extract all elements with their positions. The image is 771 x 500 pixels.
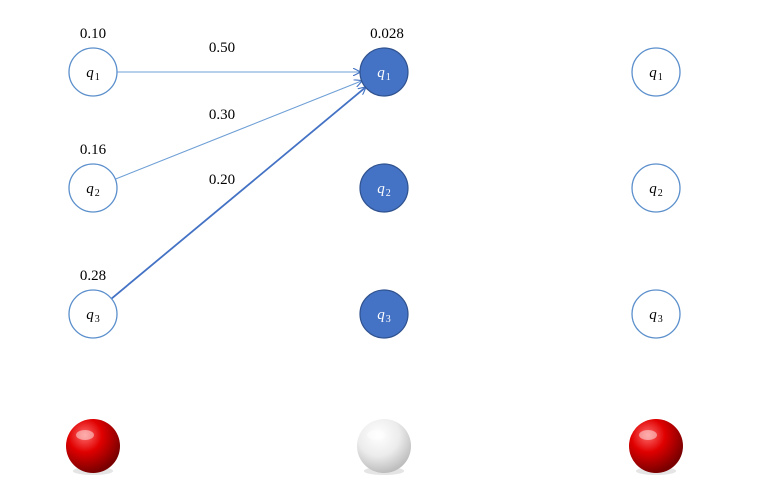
state-subscript: 3 xyxy=(386,314,391,325)
red-ball-observation xyxy=(629,419,683,473)
state-label: q3 xyxy=(86,307,100,325)
state-probability-value: 0.16 xyxy=(80,142,107,158)
state-letter: q xyxy=(86,307,94,323)
state-letter: q xyxy=(86,181,94,197)
state-node xyxy=(359,289,409,339)
state-subscript: 1 xyxy=(95,72,100,83)
state-subscript: 3 xyxy=(95,314,100,325)
state-probability-value: 0.028 xyxy=(370,26,404,42)
state-label: q3 xyxy=(649,307,663,325)
state-node xyxy=(631,47,681,97)
red-ball-observation xyxy=(66,419,120,473)
state-letter: q xyxy=(86,65,94,81)
transition-arrow xyxy=(110,87,365,300)
state-node xyxy=(68,289,118,339)
ball-highlight xyxy=(76,430,94,440)
state-label: q1 xyxy=(86,65,100,83)
state-node xyxy=(359,47,409,97)
state-node xyxy=(68,163,118,213)
state-probability-value: 0.28 xyxy=(80,268,106,284)
transition-probability-label: 0.50 xyxy=(209,40,235,56)
state-letter: q xyxy=(649,181,657,197)
state-subscript: 2 xyxy=(658,188,663,199)
state-label: q2 xyxy=(377,181,391,199)
state-node xyxy=(68,47,118,97)
state-letter: q xyxy=(649,307,657,323)
state-letter: q xyxy=(649,65,657,81)
state-letter: q xyxy=(377,181,385,197)
state-label: q1 xyxy=(377,65,391,83)
state-subscript: 3 xyxy=(658,314,663,325)
transition-arrow xyxy=(115,81,361,180)
state-letter: q xyxy=(377,307,385,323)
transition-probability-label: 0.20 xyxy=(209,172,235,188)
state-label: q3 xyxy=(377,307,391,325)
state-node xyxy=(631,163,681,213)
ball-highlight xyxy=(367,430,385,440)
white-ball-observation xyxy=(357,419,411,473)
state-subscript: 1 xyxy=(386,72,391,83)
state-subscript: 1 xyxy=(658,72,663,83)
state-label: q2 xyxy=(649,181,663,199)
state-subscript: 2 xyxy=(386,188,391,199)
state-label: q2 xyxy=(86,181,100,199)
state-letter: q xyxy=(377,65,385,81)
state-node xyxy=(631,289,681,339)
state-label: q1 xyxy=(649,65,663,83)
transition-probability-label: 0.30 xyxy=(209,107,235,123)
ball-highlight xyxy=(639,430,657,440)
state-probability-value: 0.10 xyxy=(80,26,106,42)
observation-balls xyxy=(66,419,683,475)
state-node xyxy=(359,163,409,213)
transition-arrows: 0.50 0.30 0.20 xyxy=(110,40,365,300)
state-subscript: 2 xyxy=(95,188,100,199)
